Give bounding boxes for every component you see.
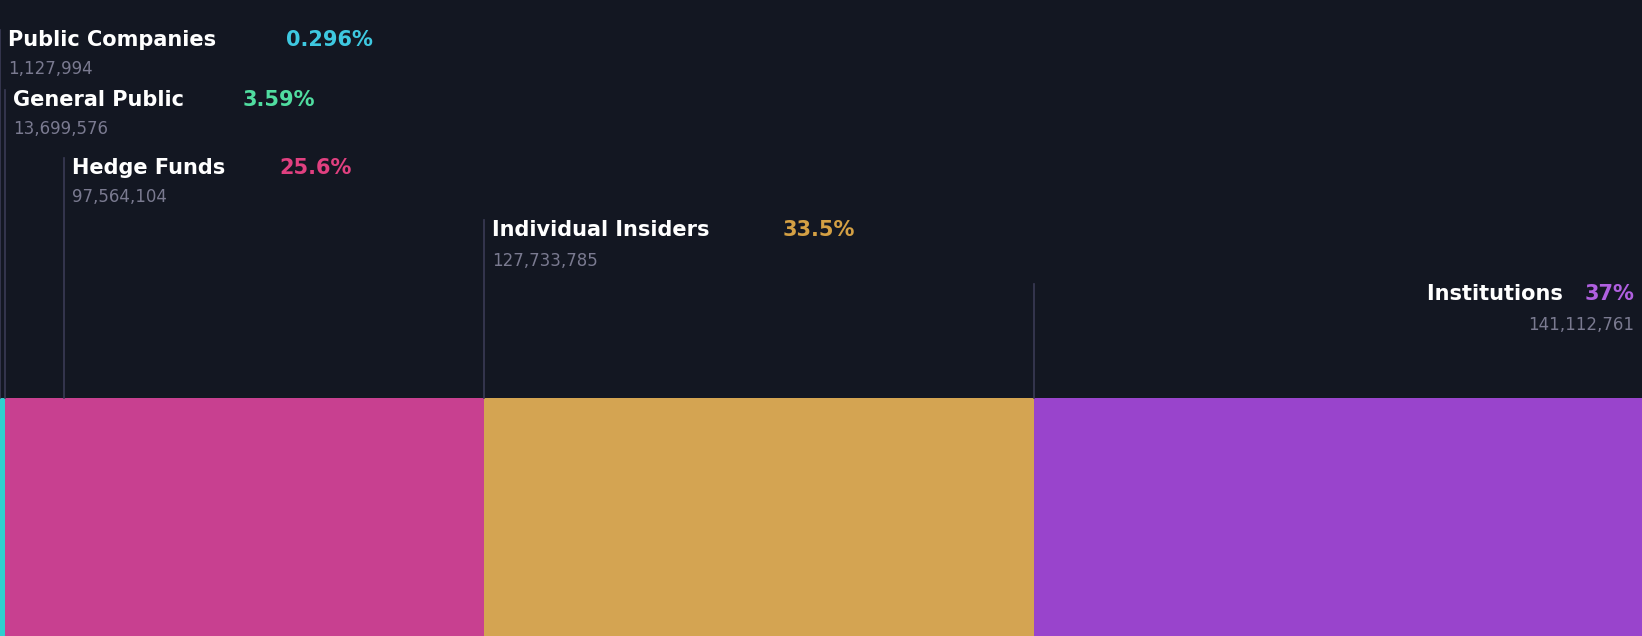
Text: 33.5%: 33.5% xyxy=(782,220,854,240)
Bar xyxy=(484,398,1034,636)
Text: General Public: General Public xyxy=(13,90,190,110)
Text: Hedge Funds: Hedge Funds xyxy=(72,158,232,178)
Text: 3.59%: 3.59% xyxy=(243,90,315,110)
Text: 0.296%: 0.296% xyxy=(286,30,373,50)
Text: Institutions: Institutions xyxy=(1427,284,1570,304)
Text: 97,564,104: 97,564,104 xyxy=(72,188,167,206)
Bar xyxy=(0,398,5,636)
Text: 141,112,761: 141,112,761 xyxy=(1529,316,1634,334)
Text: Individual Insiders: Individual Insiders xyxy=(493,220,718,240)
Text: 1,127,994: 1,127,994 xyxy=(8,60,92,78)
Text: 127,733,785: 127,733,785 xyxy=(493,252,598,270)
Bar xyxy=(64,398,484,636)
Text: 25.6%: 25.6% xyxy=(279,158,351,178)
Bar xyxy=(5,398,64,636)
Bar xyxy=(1034,398,1642,636)
Text: Public Companies: Public Companies xyxy=(8,30,223,50)
Text: 37%: 37% xyxy=(1585,284,1634,304)
Text: 13,699,576: 13,699,576 xyxy=(13,120,108,138)
